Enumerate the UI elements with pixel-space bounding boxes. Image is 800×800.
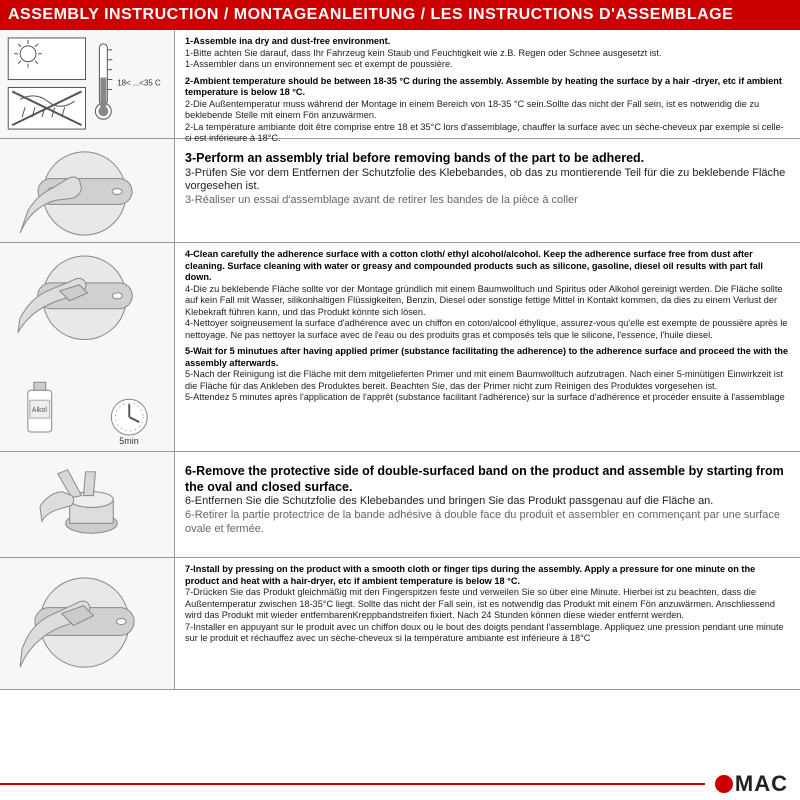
logo-text: MAC [735,771,788,797]
step-fr: 3-Réaliser un essai d'assemblage avant d… [185,194,790,208]
step-en: 7-Install by pressing on the product wit… [185,564,790,587]
peel-tape-icon [0,452,175,557]
press-install-icon [0,558,175,689]
step-de: 2-Die Außentemperatur muss während der M… [185,99,790,122]
step-fr: 5-Attendez 5 minutes après l'application… [185,392,790,404]
step-text: 3-Perform an assembly trial before remov… [175,139,800,242]
footer-divider [0,783,705,785]
step-text: 6-Remove the protective side of double-s… [175,452,800,557]
step-fr: 6-Retirer la partie protectrice de la ba… [185,509,790,537]
step-text: 4-Clean carefully the adherence surface … [175,243,800,451]
instruction-row: 18< ...<35 C 1-Assemble ina dry and dust… [0,30,800,139]
footer: MAC [0,768,800,800]
step-fr: 1-Assembler dans un environnement sec et… [185,59,790,71]
step-en: 3-Perform an assembly trial before remov… [185,151,790,167]
logo-dot-icon [715,775,733,793]
environment-icon: 18< ...<35 C [0,30,175,138]
step-de: 4-Die zu beklebende Fläche sollte vor de… [185,284,790,319]
instruction-row: Alkol 5min 4-Clean carefully the adheren… [0,243,800,452]
step-fr: 4-Nettoyer soigneusement la surface d'ad… [185,318,790,341]
trial-fit-icon [0,139,175,242]
step-de: 1-Bitte achten Sie darauf, dass Ihr Fahr… [185,48,790,60]
step-text: 7-Install by pressing on the product wit… [175,558,800,689]
step-en: 2-Ambient temperature should be between … [185,76,790,99]
instruction-row: 3-Perform an assembly trial before remov… [0,139,800,243]
svg-text:Alkol: Alkol [32,407,48,414]
step-de: 3-Prüfen Sie vor dem Entfernen der Schut… [185,167,790,195]
instruction-row: 7-Install by pressing on the product wit… [0,558,800,690]
step-de: 7-Drücken Sie das Produkt gleichmäßig mi… [185,587,790,622]
svg-text:5min: 5min [119,436,138,446]
clean-primer-icon: Alkol 5min [0,243,175,451]
brand-logo: MAC [715,771,788,797]
step-fr: 7-Installer en appuyant sur le produit a… [185,622,790,645]
svg-text:18< ...<35 C: 18< ...<35 C [117,78,161,87]
step-en: 4-Clean carefully the adherence surface … [185,249,790,284]
instruction-rows: 18< ...<35 C 1-Assemble ina dry and dust… [0,30,800,690]
page-title: ASSEMBLY INSTRUCTION / MONTAGEANLEITUNG … [0,0,800,30]
instruction-row: 6-Remove the protective side of double-s… [0,452,800,558]
step-de: 6-Entfernen Sie die Schutzfolie des Kleb… [185,495,790,509]
step-en: 1-Assemble ina dry and dust-free environ… [185,36,790,48]
step-de: 5-Nach der Reinigung ist die Fläche mit … [185,369,790,392]
step-en: 5-Wait for 5 minutues after having appli… [185,346,790,369]
step-en: 6-Remove the protective side of double-s… [185,464,790,495]
step-text: 1-Assemble ina dry and dust-free environ… [175,30,800,138]
